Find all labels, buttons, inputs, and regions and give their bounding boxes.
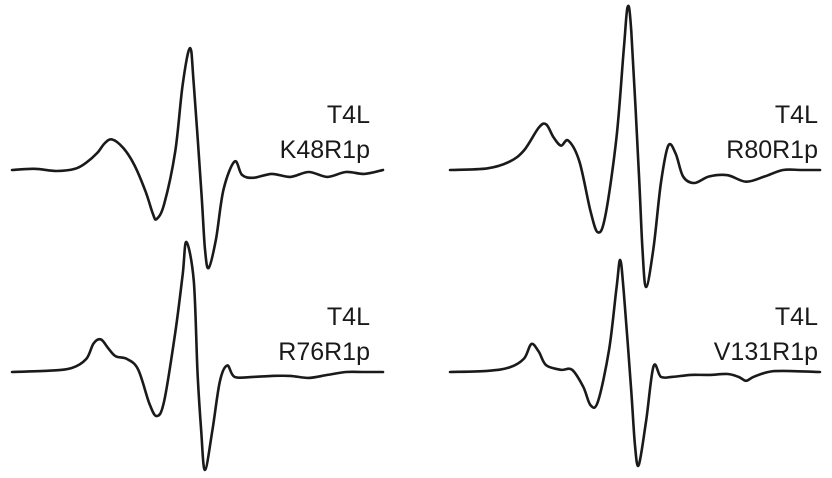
spectrum-trace-r76r1p	[10, 240, 385, 472]
panel-r80r1p: T4L R80R1p	[448, 4, 822, 289]
spectrum-trace-r80r1p	[448, 4, 822, 289]
panel-k48r1p: T4L K48R1p	[10, 46, 385, 270]
spectrum-trace-k48r1p	[10, 46, 385, 270]
label-line-2-r80r1p: R80R1p	[726, 136, 818, 164]
label-line-2-k48r1p: K48R1p	[280, 136, 370, 164]
label-line-1-r80r1p: T4L	[775, 101, 818, 129]
panel-r76r1p: T4L R76R1p	[10, 240, 385, 472]
label-line-2-v131r1p: V131R1p	[714, 338, 818, 366]
panel-v131r1p: T4L V131R1p	[448, 258, 822, 468]
label-line-1-k48r1p: T4L	[327, 101, 370, 129]
label-line-1-v131r1p: T4L	[775, 303, 818, 331]
label-line-2-r76r1p: R76R1p	[278, 338, 370, 366]
label-line-1-r76r1p: T4L	[327, 303, 370, 331]
spectrum-trace-v131r1p	[448, 258, 822, 468]
